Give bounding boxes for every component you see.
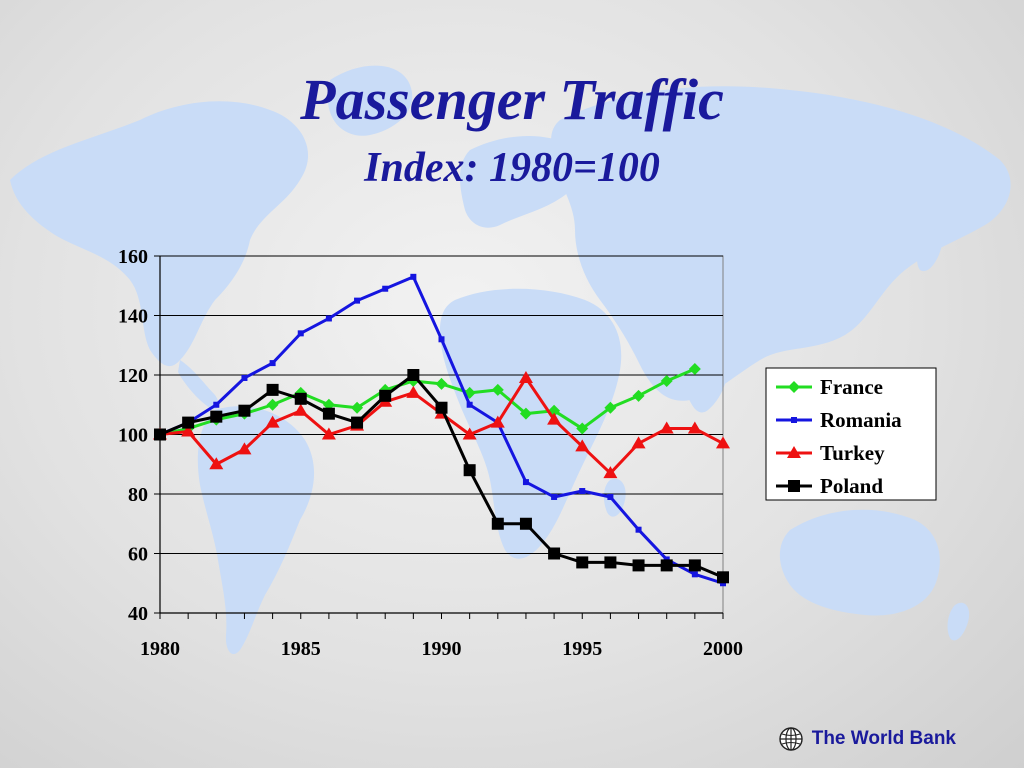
data-point-france [491,383,504,396]
data-point-france [604,401,617,414]
data-point-poland [154,428,166,441]
y-tick-label: 160 [118,246,148,268]
legend-label-turkey: Turkey [820,441,885,465]
y-tick-label: 40 [128,603,148,625]
data-point-poland [660,559,673,572]
data-point-france [660,374,673,387]
data-point-turkey [687,421,702,434]
data-point-romania [354,297,361,304]
data-point-poland [379,389,392,402]
y-tick-label: 60 [128,544,148,566]
y-tick-label: 100 [118,425,148,447]
data-point-france [351,401,364,414]
data-point-turkey [631,436,646,449]
data-point-turkey [490,415,505,428]
y-tick-label: 80 [128,484,148,506]
data-point-france [435,377,448,390]
data-point-poland [604,556,617,569]
data-point-turkey [265,415,280,428]
data-point-romania [410,273,417,280]
data-point-poland [322,407,335,420]
data-point-poland [463,464,476,477]
data-point-romania [241,374,248,381]
data-point-romania [213,401,220,408]
data-point-france [519,407,532,420]
data-point-poland [519,517,532,530]
x-tick-label: 1995 [562,638,602,660]
data-point-poland [266,383,279,396]
legend-label-romania: Romania [820,408,902,432]
data-point-poland [435,401,448,414]
data-point-turkey [518,370,533,383]
legend-label-poland: Poland [820,474,883,498]
data-point-poland [294,392,307,405]
data-point-romania [297,330,304,337]
legend-marker-poland [788,480,800,492]
data-point-turkey [462,427,477,440]
data-point-poland [548,547,561,560]
data-point-poland [182,416,195,429]
legend-marker-turkey [787,446,801,458]
x-tick-label: 1990 [422,638,462,660]
y-tick-label: 140 [118,306,148,328]
data-point-turkey [321,427,336,440]
x-tick-label: 1980 [140,638,180,660]
data-point-turkey [237,442,252,455]
slide-title: Passenger Traffic [300,67,724,132]
data-point-france [576,422,589,435]
data-point-france [266,398,279,411]
data-point-romania [382,285,389,292]
legend-label-france: France [820,375,883,399]
data-point-romania [269,360,276,367]
data-point-romania [466,401,473,408]
data-point-poland [688,559,701,572]
data-point-france [632,389,645,402]
data-point-turkey [293,403,308,416]
legend-marker-france [788,381,800,393]
globe-icon [779,727,803,751]
data-point-turkey [209,457,224,470]
legend-marker-romania [791,417,797,423]
data-point-poland [632,559,645,572]
data-point-turkey [659,421,674,434]
x-tick-label: 2000 [703,638,743,660]
data-point-turkey [716,436,730,449]
data-point-turkey [575,439,590,452]
data-point-romania [551,493,558,500]
data-point-poland [717,571,729,584]
data-point-romania [635,526,642,533]
data-point-romania [607,493,614,500]
data-point-romania [325,315,332,322]
data-point-turkey [181,424,196,437]
x-tick-label: 1985 [281,638,321,660]
data-point-turkey [406,385,421,398]
data-point-poland [210,410,223,423]
slide-subtitle: Index: 1980=100 [364,145,660,191]
data-point-poland [407,369,420,381]
data-point-poland [576,556,589,569]
data-point-poland [238,404,251,417]
data-point-poland [351,416,364,429]
data-point-turkey [603,466,618,479]
footer: The World Bank [778,726,956,752]
y-tick-label: 120 [118,365,148,387]
data-point-romania [438,336,445,343]
data-point-turkey [547,412,562,425]
data-point-romania [522,479,529,486]
data-point-romania [691,571,698,578]
data-point-romania [579,488,586,495]
footer-label: The World Bank [811,728,956,749]
data-point-france [688,363,701,376]
series-line-romania [159,275,724,585]
data-point-poland [491,517,504,530]
